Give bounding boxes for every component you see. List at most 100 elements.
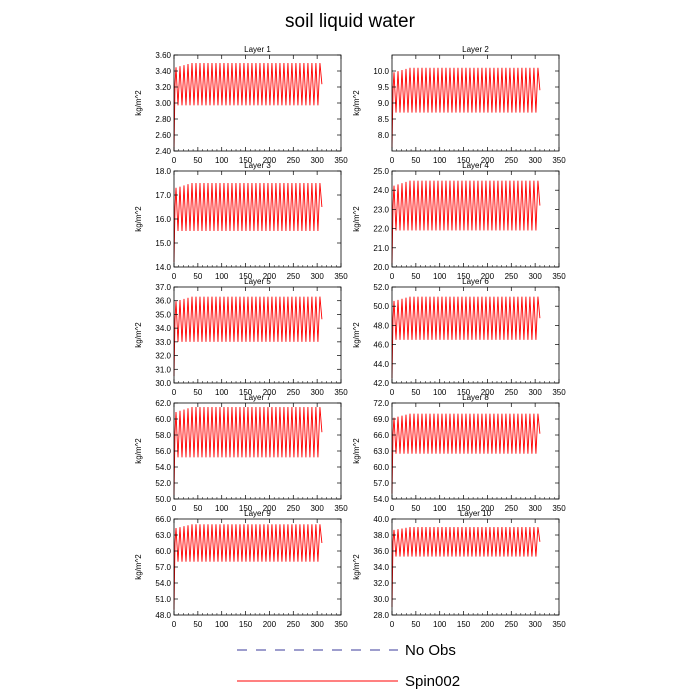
x-tick-label: 250 bbox=[287, 388, 301, 397]
y-tick-label: 9.0 bbox=[378, 99, 390, 108]
y-tick-label: 17.0 bbox=[155, 191, 171, 200]
x-tick-label: 100 bbox=[433, 620, 447, 629]
y-tick-label: 25.0 bbox=[373, 167, 389, 176]
y-tick-label: 72.0 bbox=[373, 399, 389, 408]
series-line-spin002 bbox=[173, 524, 323, 610]
x-tick-label: 150 bbox=[457, 388, 471, 397]
y-tick-label: 54.0 bbox=[373, 495, 389, 504]
y-tick-label: 33.0 bbox=[155, 338, 171, 347]
y-tick-label: 42.0 bbox=[373, 379, 389, 388]
x-tick-label: 0 bbox=[172, 156, 177, 165]
x-tick-label: 300 bbox=[528, 504, 542, 513]
x-tick-label: 300 bbox=[310, 388, 324, 397]
panel-8: Layer 8 0 50 100 150 200 250 300 350 54.0 57.0 60.0… bbox=[352, 393, 566, 513]
x-tick-label: 300 bbox=[528, 156, 542, 165]
x-tick-label: 200 bbox=[263, 504, 277, 513]
x-tick-label: 50 bbox=[193, 156, 202, 165]
y-tick-label: 35.0 bbox=[155, 310, 171, 319]
x-tick-label: 50 bbox=[193, 504, 202, 513]
y-axis-label: kg/m^2 bbox=[352, 438, 361, 464]
y-tick-label: 2.60 bbox=[155, 131, 171, 140]
y-tick-label: 3.60 bbox=[155, 51, 171, 60]
y-tick-label: 46.0 bbox=[373, 341, 389, 350]
y-tick-label: 44.0 bbox=[373, 360, 389, 369]
y-tick-label: 23.0 bbox=[373, 205, 389, 214]
panel-title: Layer 4 bbox=[462, 161, 489, 170]
y-tick-label: 63.0 bbox=[373, 447, 389, 456]
x-tick-label: 100 bbox=[215, 620, 229, 629]
y-tick-label: 32.0 bbox=[373, 579, 389, 588]
x-tick-label: 300 bbox=[310, 156, 324, 165]
y-tick-label: 2.40 bbox=[155, 147, 171, 156]
y-tick-label: 28.0 bbox=[373, 611, 389, 620]
panel-1: Layer 1 0 50 100 150 200 250 300 350 2.40 2.60 2.80… bbox=[134, 45, 348, 165]
y-tick-label: 60.0 bbox=[155, 547, 171, 556]
legend: No Obs Spin002 bbox=[237, 642, 460, 690]
x-tick-label: 200 bbox=[481, 272, 495, 281]
x-tick-label: 250 bbox=[505, 156, 519, 165]
x-tick-label: 100 bbox=[215, 156, 229, 165]
series-line-spin002 bbox=[391, 180, 541, 266]
y-axis-label: kg/m^2 bbox=[134, 438, 143, 464]
x-tick-label: 100 bbox=[215, 272, 229, 281]
y-tick-label: 30.0 bbox=[155, 379, 171, 388]
y-tick-label: 52.0 bbox=[155, 479, 171, 488]
x-tick-label: 350 bbox=[334, 388, 348, 397]
panel-title: Layer 6 bbox=[462, 277, 489, 286]
x-tick-label: 50 bbox=[411, 504, 420, 513]
x-tick-label: 100 bbox=[215, 504, 229, 513]
y-tick-label: 22.0 bbox=[373, 225, 389, 234]
x-tick-label: 50 bbox=[193, 272, 202, 281]
x-tick-label: 350 bbox=[552, 504, 566, 513]
x-tick-label: 200 bbox=[263, 156, 277, 165]
y-axis-label: kg/m^2 bbox=[352, 554, 361, 580]
x-tick-label: 150 bbox=[457, 504, 471, 513]
x-tick-label: 50 bbox=[411, 156, 420, 165]
x-tick-label: 350 bbox=[552, 156, 566, 165]
y-tick-label: 66.0 bbox=[155, 515, 171, 524]
x-tick-label: 100 bbox=[433, 388, 447, 397]
series-line-spin002 bbox=[173, 62, 323, 152]
series-line-spin002 bbox=[391, 413, 541, 494]
y-tick-label: 8.5 bbox=[378, 115, 390, 124]
y-tick-label: 60.0 bbox=[373, 463, 389, 472]
series-line-spin002 bbox=[391, 526, 541, 608]
y-tick-label: 21.0 bbox=[373, 244, 389, 253]
x-tick-label: 300 bbox=[528, 388, 542, 397]
y-tick-label: 57.0 bbox=[155, 563, 171, 572]
series-line-spin002 bbox=[391, 296, 541, 379]
plot-frame bbox=[391, 170, 560, 268]
x-tick-label: 150 bbox=[239, 504, 253, 513]
y-axis-label: kg/m^2 bbox=[352, 90, 361, 116]
x-tick-label: 300 bbox=[528, 272, 542, 281]
y-tick-label: 40.0 bbox=[373, 515, 389, 524]
y-tick-label: 38.0 bbox=[373, 531, 389, 540]
x-tick-label: 250 bbox=[287, 272, 301, 281]
x-tick-label: 0 bbox=[390, 620, 395, 629]
x-tick-label: 0 bbox=[172, 388, 177, 397]
x-tick-label: 350 bbox=[334, 156, 348, 165]
y-tick-label: 37.0 bbox=[155, 283, 171, 292]
y-tick-label: 24.0 bbox=[373, 186, 389, 195]
x-tick-label: 300 bbox=[310, 620, 324, 629]
x-tick-label: 150 bbox=[457, 156, 471, 165]
legend-label-no-obs: No Obs bbox=[405, 642, 456, 659]
panel-6: Layer 6 0 50 100 150 200 250 300 350 42.0 44.0 46.0… bbox=[352, 277, 566, 397]
x-tick-label: 150 bbox=[239, 388, 253, 397]
x-tick-label: 250 bbox=[505, 272, 519, 281]
y-tick-label: 63.0 bbox=[155, 531, 171, 540]
panels: Layer 10 50 100 150 200 250 300 3502.402.602.80… bbox=[134, 45, 566, 629]
panel-5: Layer 5 0 50 100 150 200 250 300 350 30.0 31.0 32.0… bbox=[134, 277, 348, 397]
x-tick-label: 200 bbox=[263, 388, 277, 397]
x-tick-label: 50 bbox=[193, 620, 202, 629]
x-tick-label: 150 bbox=[457, 272, 471, 281]
panel-title: Layer 5 bbox=[244, 277, 271, 286]
y-tick-label: 3.00 bbox=[155, 99, 171, 108]
panel-title: Layer 2 bbox=[462, 45, 489, 54]
y-tick-label: 52.0 bbox=[373, 283, 389, 292]
x-tick-label: 200 bbox=[481, 504, 495, 513]
y-tick-label: 50.0 bbox=[373, 302, 389, 311]
y-tick-label: 58.0 bbox=[155, 431, 171, 440]
y-axis-label: kg/m^2 bbox=[134, 90, 143, 116]
y-tick-label: 60.0 bbox=[155, 415, 171, 424]
